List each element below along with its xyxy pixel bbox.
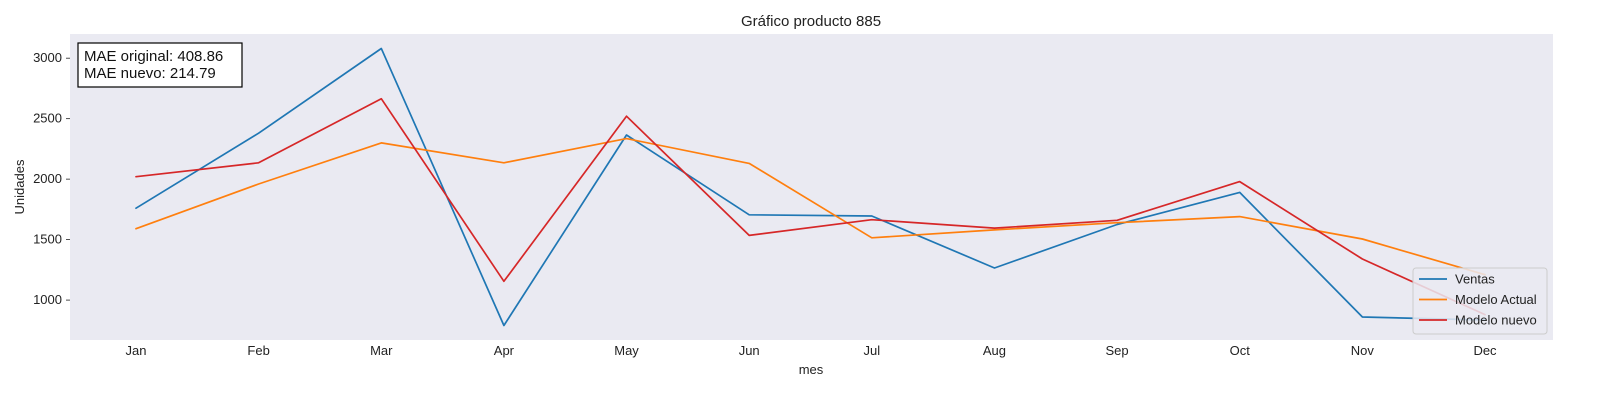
- x-axis-title: mes: [799, 362, 824, 377]
- legend-label: Modelo Actual: [1455, 292, 1537, 307]
- x-tick-label: Aug: [983, 343, 1006, 358]
- x-axis: Jan Feb Mar Apr May Jun Jul Aug Sep Oct Nov Dec: [126, 343, 1498, 358]
- series-lines: [135, 47, 1486, 327]
- y-tick-label: 2500: [33, 111, 62, 126]
- y-tick-label: 1500: [33, 232, 62, 247]
- legend-label: Modelo nuevo: [1455, 313, 1537, 328]
- y-axis: 1000 1500 2000 2500 3000: [33, 50, 70, 307]
- x-tick-label: Sep: [1106, 343, 1129, 358]
- x-tick-label: Dec: [1473, 343, 1497, 358]
- x-tick-label: Mar: [370, 343, 393, 358]
- legend-label: Ventas: [1455, 272, 1495, 287]
- y-tick-label: 3000: [33, 50, 62, 65]
- x-tick-label: Jul: [864, 343, 881, 358]
- plot-area: [70, 34, 1553, 340]
- legend: Ventas Modelo Actual Modelo nuevo: [1412, 267, 1548, 335]
- series-line-0: [135, 47, 1486, 327]
- y-tick-label: 1000: [33, 292, 62, 307]
- x-tick-label: Nov: [1351, 343, 1375, 358]
- series-line-2: [135, 97, 1486, 316]
- legend-box: [1412, 267, 1548, 335]
- x-tick-label: Oct: [1230, 343, 1251, 358]
- x-tick-label: Jan: [126, 343, 147, 358]
- x-tick-label: May: [614, 343, 639, 358]
- y-tick-label: 2000: [33, 171, 62, 186]
- annotation-line-original: MAE original: 408.86: [84, 48, 223, 65]
- x-tick-label: Jun: [739, 343, 760, 358]
- x-tick-label: Apr: [494, 343, 515, 358]
- chart-title: Gráfico producto 885: [741, 13, 881, 30]
- annotation-box: [77, 42, 243, 88]
- mae-annotation: MAE original: 408.86 MAE nuevo: 214.79: [77, 42, 243, 88]
- y-axis-title: Unidades: [12, 159, 27, 214]
- series-line-1: [135, 137, 1486, 276]
- x-tick-label: Feb: [247, 343, 269, 358]
- annotation-line-nuevo: MAE nuevo: 214.79: [84, 65, 216, 82]
